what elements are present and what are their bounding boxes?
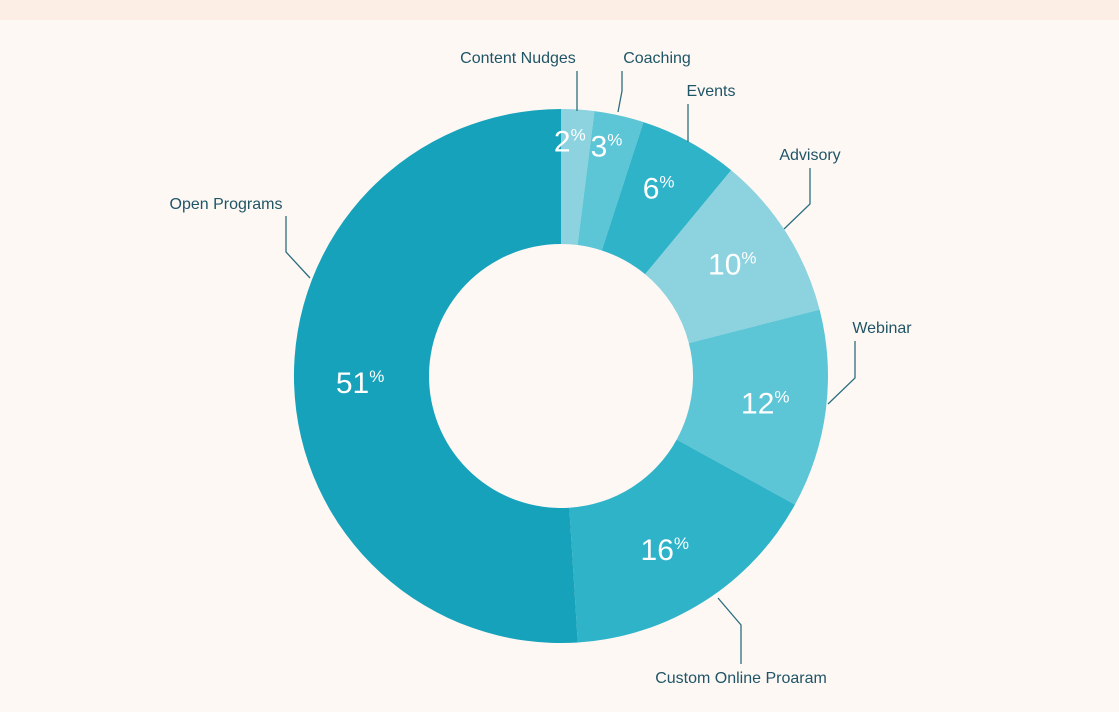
leader-line-custom-online-proaram: [717, 597, 742, 664]
slice-custom-online-proaram: [569, 439, 795, 643]
category-label-webinar: Webinar: [852, 320, 912, 337]
leader-line-webinar: [827, 341, 856, 405]
percent-labels-group: 2% 3%6%10%12%16%51%: [336, 126, 790, 568]
category-label-content-nudges: Content Nudges: [460, 50, 576, 67]
percent-label-content-nudges: 2%: [554, 126, 586, 159]
percent-value: 2: [554, 126, 571, 159]
percent-label-webinar: 12%: [741, 388, 790, 421]
percent-sign: %: [369, 367, 384, 386]
slice-events: [601, 122, 732, 275]
percent-sign: %: [774, 388, 789, 407]
category-labels-group: Content Nudges Coaching Events Advisory Webi…: [170, 50, 913, 687]
slice-advisory: [645, 170, 820, 344]
leader-line-coaching: [617, 71, 623, 113]
leader-line-open-programs: [285, 216, 311, 279]
percent-value: 12: [741, 388, 774, 421]
category-label-advisory: Advisory: [779, 147, 840, 164]
category-label-events: Events: [687, 83, 736, 100]
category-label-open-programs: Open Programs: [170, 196, 283, 213]
slice-content-nudges: [561, 109, 595, 246]
percent-label-advisory: 10%: [708, 249, 757, 282]
percent-label-custom-online-proaram: 16%: [641, 534, 690, 567]
percent-sign: %: [571, 126, 586, 145]
percent-value: 6: [643, 173, 660, 206]
percent-sign: %: [674, 534, 689, 553]
percent-value: 51: [336, 367, 369, 400]
percent-sign: %: [741, 249, 756, 268]
percent-value: 16: [641, 534, 674, 567]
category-label-coaching: Coaching: [623, 50, 691, 67]
percent-sign: %: [659, 173, 674, 192]
leader-line-advisory: [783, 168, 811, 230]
percent-value: 10: [708, 249, 741, 282]
percent-value: 3: [591, 131, 608, 164]
percent-label-open-programs: 51%: [336, 367, 385, 400]
top-band: [0, 0, 1119, 20]
slice-open-programs: [293, 109, 578, 644]
leader-lines-group: [285, 71, 856, 664]
percent-label-coaching: 3%: [591, 131, 623, 164]
slice-coaching: [577, 111, 644, 251]
slice-webinar: [676, 309, 828, 505]
percent-label-events: 6%: [643, 173, 675, 206]
slices-group: [293, 109, 828, 644]
percent-sign: %: [607, 131, 622, 150]
category-label-custom-online-proaram: Custom Online Proaram: [655, 670, 827, 687]
